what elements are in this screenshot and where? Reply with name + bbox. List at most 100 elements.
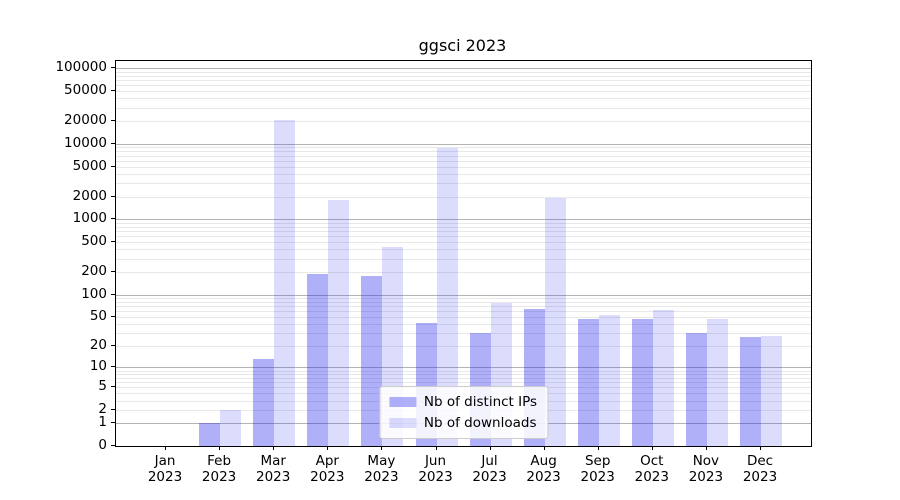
legend: Nb of distinct IPs Nb of downloads bbox=[378, 386, 549, 439]
gridline-major bbox=[116, 68, 811, 70]
gridline-minor bbox=[116, 173, 811, 175]
y-tick-mark bbox=[111, 120, 115, 122]
x-tick-mark bbox=[219, 446, 221, 450]
x-tick-label: Jul 2023 bbox=[472, 453, 507, 485]
gridline-minor bbox=[116, 147, 811, 149]
y-tick-label: 0 bbox=[98, 437, 107, 453]
y-tick-label: 100000 bbox=[55, 59, 107, 76]
x-tick-mark bbox=[435, 446, 437, 450]
y-tick-label: 1 bbox=[98, 414, 107, 431]
bar-downloads-apr bbox=[328, 200, 350, 446]
x-tick-label: Jan 2023 bbox=[147, 453, 183, 485]
x-tick-label: Sep 2023 bbox=[580, 453, 615, 485]
x-tick-label: Dec 2023 bbox=[742, 453, 778, 485]
gridline-minor bbox=[116, 183, 811, 185]
legend-label-distinct-ips: Nb of distinct IPs bbox=[423, 394, 538, 410]
gridline-minor bbox=[116, 107, 811, 109]
gridline-minor bbox=[116, 155, 811, 157]
x-tick-mark bbox=[760, 446, 761, 450]
y-tick-label: 50000 bbox=[64, 82, 107, 99]
bar-ips-dec bbox=[740, 336, 761, 446]
y-tick-mark bbox=[111, 218, 115, 220]
gridline-minor bbox=[116, 226, 811, 228]
y-tick-label: 50 bbox=[89, 308, 107, 325]
bar-downloads-aug bbox=[544, 198, 566, 446]
gridline-minor bbox=[116, 333, 811, 335]
y-tick-mark bbox=[111, 409, 115, 410]
y-tick-label: 500 bbox=[81, 233, 107, 250]
x-tick-label: Feb 2023 bbox=[201, 453, 237, 485]
y-tick-label: 20000 bbox=[64, 112, 107, 129]
x-tick-label: Jun 2023 bbox=[418, 453, 453, 485]
gridline-minor bbox=[116, 98, 811, 100]
legend-swatch-distinct-ips bbox=[388, 397, 416, 407]
gridline-minor bbox=[116, 324, 811, 326]
gridline-major bbox=[116, 294, 811, 296]
y-tick-label: 100 bbox=[81, 285, 107, 302]
y-tick-mark bbox=[111, 195, 115, 197]
gridline-minor bbox=[116, 272, 811, 273]
y-tick-mark bbox=[111, 67, 115, 69]
plot-area: Nb of distinct IPs Nb of downloads bbox=[115, 60, 812, 447]
x-tick-label: Apr 2023 bbox=[310, 453, 345, 485]
y-tick-mark bbox=[111, 422, 115, 424]
y-tick-mark bbox=[111, 241, 115, 243]
bar-downloads-mar bbox=[274, 119, 296, 446]
gridline-minor bbox=[116, 75, 811, 77]
gridline-minor bbox=[116, 85, 811, 87]
bar-downloads-nov bbox=[706, 319, 728, 446]
gridline-minor bbox=[116, 311, 811, 313]
y-tick-mark bbox=[111, 90, 115, 92]
x-tick-label: Oct 2023 bbox=[634, 453, 669, 485]
y-tick-label: 2 bbox=[98, 400, 107, 417]
y-tick-label: 2000 bbox=[72, 187, 107, 204]
x-tick-mark bbox=[381, 446, 383, 450]
legend-swatch-downloads bbox=[388, 418, 416, 428]
bar-downloads-oct bbox=[652, 310, 674, 446]
y-tick-mark bbox=[111, 165, 115, 167]
bar-ips-may bbox=[361, 275, 383, 446]
gridline-minor bbox=[116, 166, 811, 168]
y-tick-label: 1000 bbox=[72, 210, 107, 227]
bar-ips-mar bbox=[253, 359, 275, 446]
gridline-minor bbox=[116, 370, 811, 372]
gridline-minor bbox=[116, 236, 811, 238]
y-tick-label: 10 bbox=[89, 358, 107, 375]
gridline-minor bbox=[116, 160, 811, 162]
gridline-minor bbox=[116, 242, 811, 244]
gridline-minor bbox=[116, 377, 811, 379]
x-tick-mark bbox=[165, 446, 166, 450]
y-tick-mark bbox=[111, 271, 115, 272]
x-tick-mark bbox=[543, 446, 545, 450]
gridline-minor bbox=[116, 151, 811, 153]
y-tick-label: 200 bbox=[81, 263, 107, 280]
gridline-minor bbox=[116, 91, 811, 93]
gridline-minor bbox=[116, 346, 811, 348]
gridline-major bbox=[116, 143, 811, 145]
y-tick-label: 5 bbox=[98, 378, 107, 395]
bar-downloads-sep bbox=[598, 315, 620, 446]
bar-ips-oct bbox=[631, 319, 653, 446]
gridline-minor bbox=[116, 249, 811, 251]
legend-label-downloads: Nb of downloads bbox=[423, 415, 537, 431]
bar-ips-apr bbox=[307, 273, 329, 446]
y-tick-mark bbox=[111, 445, 115, 446]
x-tick-label: Aug 2023 bbox=[526, 453, 561, 485]
x-tick-mark bbox=[705, 446, 707, 450]
gridline-minor bbox=[116, 373, 811, 375]
bar-downloads-feb bbox=[220, 410, 242, 446]
gridline-minor bbox=[116, 317, 811, 318]
y-tick-label: 5000 bbox=[72, 157, 107, 174]
x-tick-mark bbox=[327, 446, 329, 450]
gridline-minor bbox=[116, 196, 811, 198]
bar-ips-sep bbox=[577, 319, 599, 446]
x-tick-mark bbox=[273, 446, 275, 450]
y-tick-label: 10000 bbox=[64, 134, 107, 151]
gridline-minor bbox=[116, 298, 811, 299]
y-tick-mark bbox=[111, 293, 115, 295]
gridline-minor bbox=[116, 80, 811, 81]
y-tick-mark bbox=[111, 316, 115, 317]
bar-ips-nov bbox=[685, 333, 707, 446]
x-tick-mark bbox=[597, 446, 599, 450]
x-tick-label: Nov 2023 bbox=[688, 453, 724, 485]
